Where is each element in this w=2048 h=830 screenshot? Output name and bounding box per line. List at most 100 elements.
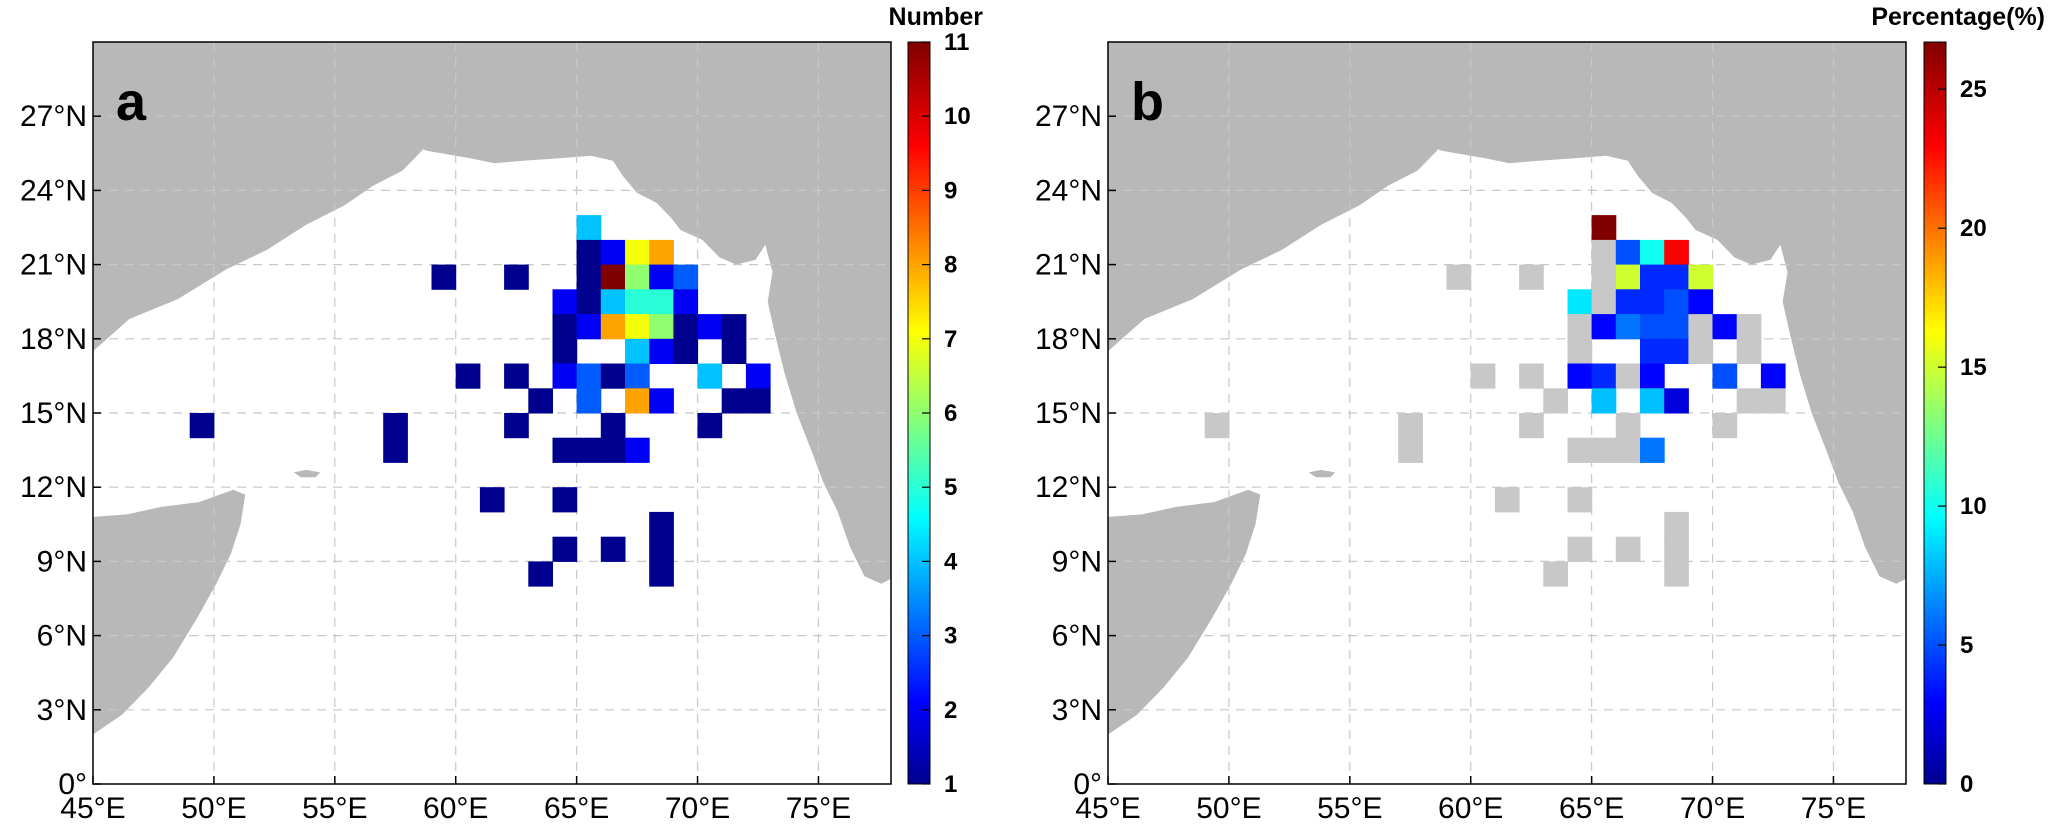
grid-cell — [1615, 314, 1641, 340]
grid-cell — [431, 264, 457, 290]
y-tick-label: 0° — [58, 768, 87, 801]
x-tick-label: 50°E — [181, 792, 246, 825]
panel-a-colorbar: Number 1 2 3 4 5 6 7 8 9 10 11 — [889, 3, 984, 798]
grid-cell — [504, 363, 529, 389]
grid-cell — [600, 239, 626, 266]
grid-cell — [552, 363, 578, 389]
grid-cell — [625, 437, 650, 463]
y-tick-label: 15°N — [20, 397, 87, 430]
grid-cell — [600, 363, 626, 389]
colorbar-tick-label: 15 — [1960, 354, 1987, 381]
y-tick-label: 3°N — [37, 694, 87, 727]
panel-b-land — [1108, 42, 1906, 735]
grid-cell — [576, 314, 602, 340]
colorbar-tick-label: 11 — [944, 29, 969, 56]
grid-cell — [1736, 338, 1762, 364]
colorbar-tick-label: 0 — [1960, 771, 1973, 798]
grid-cell — [649, 239, 674, 266]
grid-cell — [1664, 511, 1689, 538]
landmass-0 — [93, 42, 891, 584]
grid-cell — [649, 338, 674, 364]
panel-a-colorbar-ticks: 1 2 3 4 5 6 7 8 9 10 11 — [922, 29, 971, 798]
grid-cell — [383, 437, 408, 463]
grid-cell — [576, 239, 602, 266]
grid-cell — [383, 413, 408, 439]
grid-cell — [745, 363, 771, 389]
grid-cell — [1470, 363, 1496, 389]
grid-cell — [1615, 437, 1641, 463]
grid-cell — [552, 437, 578, 463]
panel-b-map: 45°E 50°E 55°E 60°E 65°E 70°E 75°E 0° 3°N 6°N 9°N 1… — [1035, 41, 1907, 825]
grid-cell — [649, 388, 674, 414]
grid-cell — [1615, 239, 1641, 266]
grid-cell — [576, 363, 602, 389]
grid-cell — [1640, 363, 1665, 389]
grid-cell — [1712, 363, 1738, 389]
colorbar-tick-label: 7 — [944, 326, 957, 353]
grid-cell — [673, 338, 699, 364]
grid-cell — [697, 413, 723, 439]
grid-cell — [189, 413, 215, 439]
grid-cell — [1567, 289, 1593, 315]
grid-cell — [1615, 536, 1641, 562]
panel-b-colorbar-ticks: 0 5 10 15 20 25 — [1938, 76, 1987, 798]
y-tick-label: 21°N — [20, 249, 87, 282]
x-tick-label: 55°E — [1317, 792, 1382, 825]
landmass-1 — [1108, 489, 1261, 735]
x-tick-label: 70°E — [665, 792, 730, 825]
x-tick-label: 70°E — [1680, 792, 1745, 825]
grid-cell — [552, 487, 578, 513]
grid-cell — [1446, 264, 1472, 290]
colorbar-tick-label: 8 — [944, 252, 957, 279]
x-tick-label: 45°E — [60, 792, 125, 825]
grid-cell — [1760, 363, 1786, 389]
grid-cell — [1591, 239, 1617, 266]
grid-cell — [1398, 413, 1423, 439]
grid-cell — [721, 338, 747, 364]
grid-cell — [552, 536, 578, 562]
grid-cell — [1664, 264, 1689, 290]
grid-cell — [600, 289, 626, 315]
grid-cell — [625, 239, 650, 266]
grid-cell — [1664, 536, 1689, 562]
grid-cell — [721, 388, 747, 414]
panel-b-label: b — [1131, 72, 1164, 132]
grid-cell — [1712, 314, 1738, 340]
grid-cell — [1688, 264, 1714, 290]
grid-cell — [1664, 239, 1689, 266]
grid-cell — [552, 338, 578, 364]
panel-a-colorbar-title: Number — [889, 3, 984, 31]
colorbar-tick-label: 20 — [1960, 215, 1987, 242]
grid-cell — [1640, 264, 1665, 290]
x-tick-label: 75°E — [1801, 792, 1866, 825]
grid-cell — [1664, 289, 1689, 315]
grid-cell — [1688, 289, 1714, 315]
grid-cell — [1640, 338, 1665, 364]
x-tick-label: 45°E — [1075, 792, 1140, 825]
colorbar-tick-label: 5 — [944, 474, 957, 501]
grid-cell — [1543, 561, 1568, 587]
grid-cell — [504, 413, 529, 439]
x-tick-label: 55°E — [302, 792, 367, 825]
colorbar-tick-label: 10 — [944, 103, 971, 130]
grid-cell — [1398, 437, 1423, 463]
grid-cell — [528, 561, 553, 587]
panel-a-cells — [189, 215, 771, 587]
grid-cell — [745, 388, 771, 414]
grid-cell — [1640, 289, 1665, 315]
grid-cell — [673, 289, 699, 315]
x-tick-label: 65°E — [1559, 792, 1624, 825]
grid-cell — [600, 437, 626, 463]
y-tick-label: 18°N — [20, 323, 87, 356]
grid-cell — [1494, 487, 1520, 513]
grid-cell — [576, 289, 602, 315]
panel-a-land — [93, 42, 891, 735]
panel-b-colorbar-title: Percentage(%) — [1871, 3, 2045, 31]
grid-cell — [455, 363, 481, 389]
grid-cell — [625, 264, 650, 290]
grid-cell — [552, 289, 578, 315]
grid-cell — [1664, 338, 1689, 364]
y-tick-label: 12°N — [20, 471, 87, 504]
grid-cell — [1640, 388, 1665, 414]
grid-cell — [1519, 413, 1544, 439]
